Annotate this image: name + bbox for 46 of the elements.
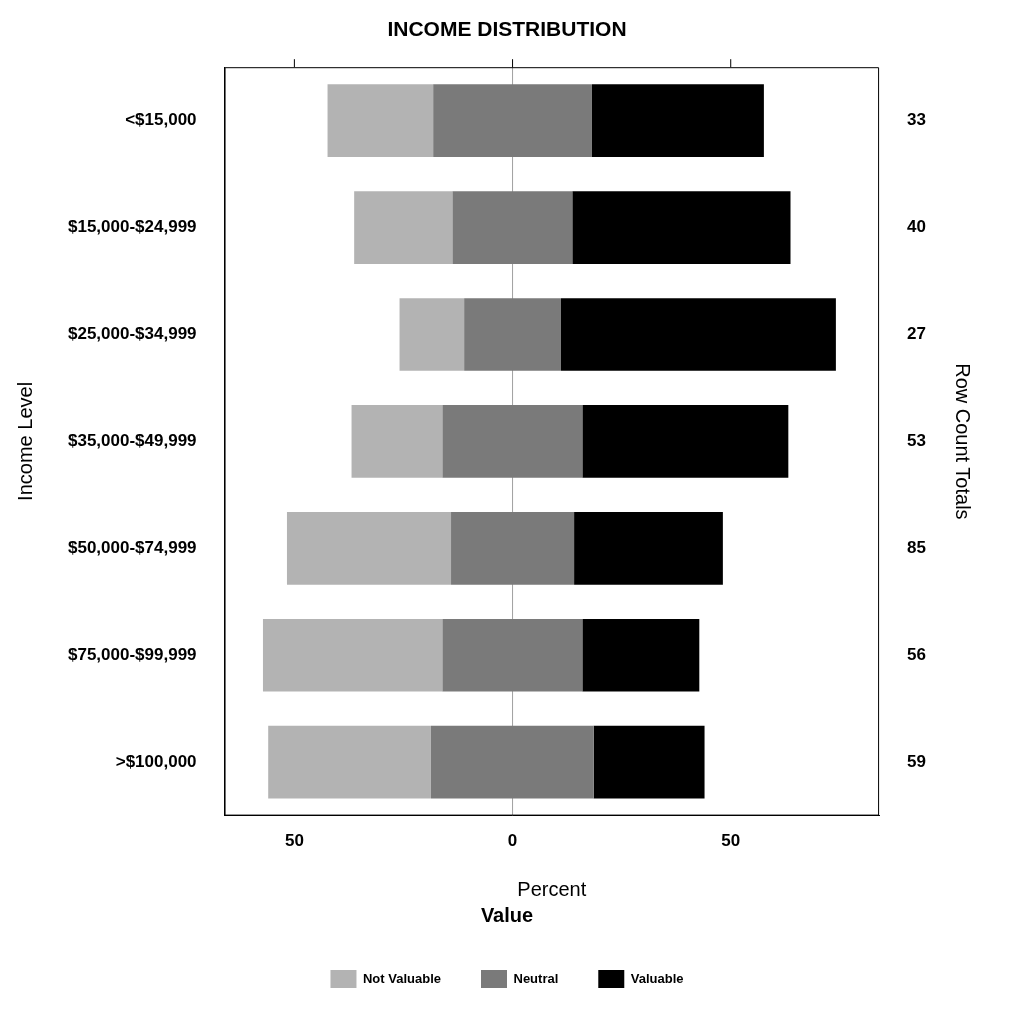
bar	[268, 725, 431, 799]
y2-tick-label: 53	[907, 431, 927, 451]
x-tick-label: 50	[721, 831, 741, 851]
y2-tick-label: 85	[907, 538, 927, 557]
legend-label: Not Valuable	[362, 970, 441, 986]
y-tick-label: $15,000-$24,999	[68, 217, 197, 237]
bar	[582, 618, 700, 692]
bar	[572, 191, 791, 264]
bar	[451, 511, 575, 585]
legend-label: Neutral	[513, 970, 559, 986]
y-axis-title: Income Level	[13, 381, 36, 501]
y-tick-label: >$100,000	[115, 751, 197, 771]
x-axis-title: Percent	[517, 877, 587, 900]
bar	[327, 84, 434, 158]
y2-tick-label: 59	[907, 751, 927, 771]
bar	[593, 725, 705, 799]
bar	[442, 405, 583, 478]
y2-tick-label: 40	[907, 217, 927, 237]
bar	[582, 405, 789, 478]
bar	[442, 618, 583, 692]
y-tick-label: <$15,000	[125, 110, 197, 130]
bar	[399, 298, 465, 371]
y-tick-label: $50,000-$74,999	[68, 538, 197, 557]
bar	[262, 618, 443, 692]
y2-axis-title: Row Count Totals	[952, 363, 975, 520]
bar	[591, 84, 764, 158]
y-tick-label: $75,000-$99,999	[68, 644, 197, 664]
legend-label: Valuable	[630, 970, 684, 986]
chart-title: INCOME DISTRIBUTION	[387, 17, 627, 41]
bar	[354, 191, 453, 264]
y2-tick-label: 27	[907, 324, 927, 344]
x-tick-label: 0	[507, 831, 518, 851]
y-tick-label: $35,000-$49,999	[68, 431, 197, 451]
y2-tick-label: 56	[907, 644, 927, 664]
y2-tick-label: 33	[907, 110, 927, 130]
bar	[430, 725, 594, 799]
y-tick-label: $25,000-$34,999	[68, 324, 197, 344]
bar	[560, 298, 836, 371]
bar	[433, 84, 592, 158]
bar	[351, 405, 443, 478]
bar	[452, 191, 573, 264]
bar	[286, 511, 452, 585]
bar	[464, 298, 561, 371]
x-tick-label: 50	[284, 831, 304, 851]
bar	[574, 511, 723, 585]
legend-title: Value	[480, 903, 534, 926]
